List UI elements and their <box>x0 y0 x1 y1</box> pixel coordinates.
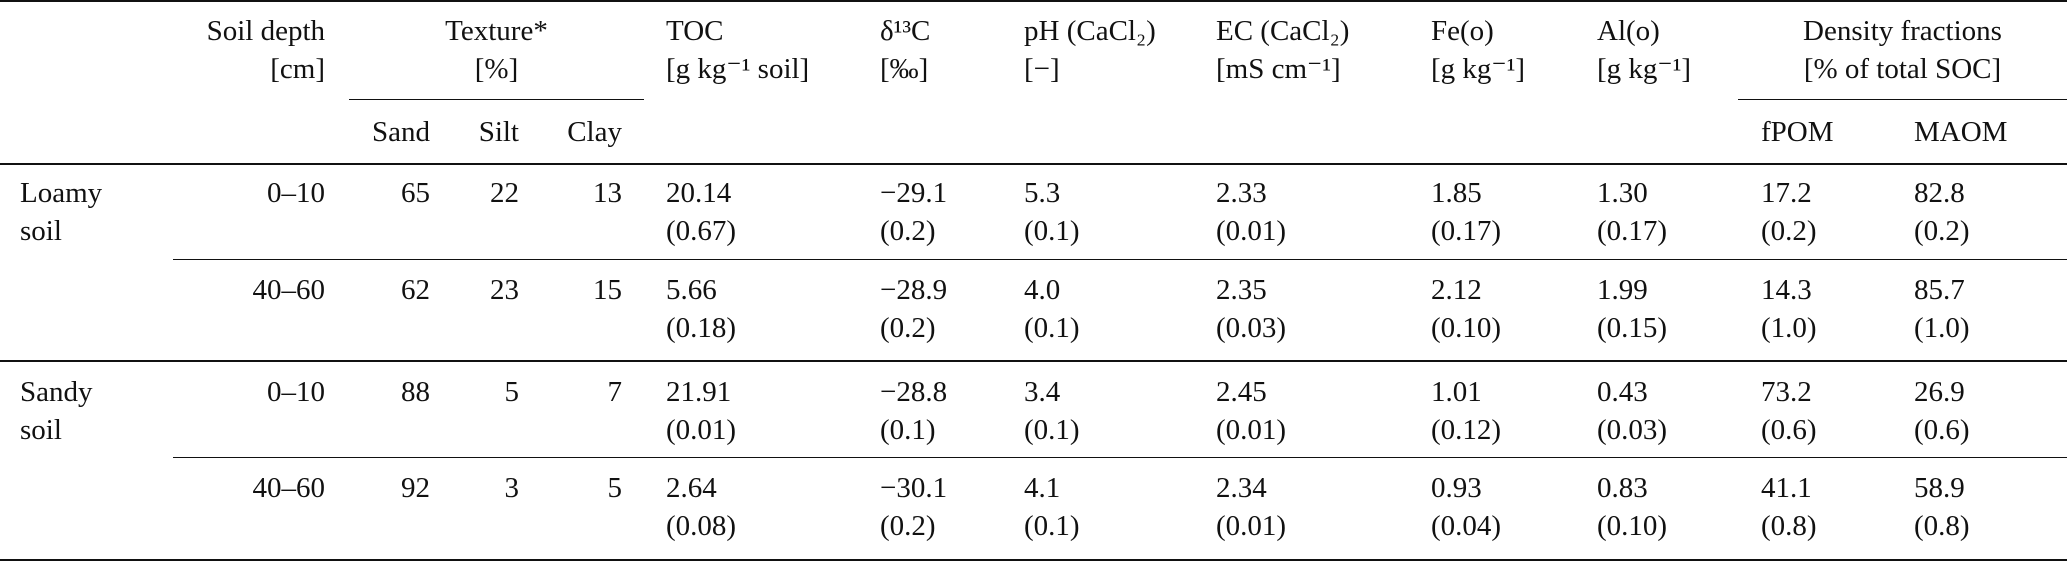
cell-feo: 1.85 (0.17) <box>1431 177 1502 247</box>
cell-ec: 2.34 (0.01) <box>1216 472 1287 542</box>
cell-alo: 0.83 (0.10) <box>1597 472 1668 542</box>
cell-sand: 62 <box>401 274 430 306</box>
header-silt: Silt <box>478 116 519 148</box>
header-d13c: δ¹³C [‰] <box>880 15 931 85</box>
cell-sand: 92 <box>401 472 430 504</box>
cell-fpom: 14.3 (1.0) <box>1761 274 1817 344</box>
texture-rule <box>349 99 644 100</box>
cell-ec: 2.35 (0.03) <box>1216 274 1287 344</box>
cell-sand: 88 <box>401 376 430 408</box>
loamy-mid-rule <box>173 259 2067 260</box>
cell-toc: 5.66 (0.18) <box>666 274 737 344</box>
cell-alo: 1.30 (0.17) <box>1597 177 1668 247</box>
bottom-rule <box>0 559 2067 561</box>
cell-ec: 2.33 (0.01) <box>1216 177 1287 247</box>
sandy-mid-rule <box>173 457 2067 458</box>
header-bottom-rule <box>0 163 2067 165</box>
cell-depth: 40–60 <box>252 274 326 306</box>
group-label-sandy: Sandy soil <box>20 376 93 446</box>
cell-maom: 85.7 (1.0) <box>1914 274 1970 344</box>
cell-clay: 15 <box>593 274 622 306</box>
cell-toc: 2.64 (0.08) <box>666 472 737 542</box>
group-label-loamy: Loamy soil <box>20 177 103 247</box>
cell-ph: 3.4 (0.1) <box>1024 376 1080 446</box>
cell-depth: 40–60 <box>252 472 326 504</box>
cell-toc: 20.14 (0.67) <box>666 177 737 247</box>
header-sand: Sand <box>372 116 430 148</box>
cell-silt: 22 <box>490 177 519 209</box>
header-feo: Fe(o) [g kg⁻¹] <box>1431 15 1526 85</box>
cell-ph: 5.3 (0.1) <box>1024 177 1080 247</box>
cell-d13c: −30.1 (0.2) <box>880 472 948 542</box>
header-alo: Al(o) [g kg⁻¹] <box>1597 15 1692 85</box>
header-clay: Clay <box>567 116 622 148</box>
header-fpom: fPOM <box>1761 116 1834 148</box>
cell-depth: 0–10 <box>267 376 325 408</box>
cell-toc: 21.91 (0.01) <box>666 376 737 446</box>
cell-clay: 13 <box>593 177 622 209</box>
header-maom: MAOM <box>1914 116 2008 148</box>
header-depth: Soil depth [cm] <box>206 15 325 85</box>
cell-d13c: −29.1 (0.2) <box>880 177 948 247</box>
cell-alo: 0.43 (0.03) <box>1597 376 1668 446</box>
cell-clay: 5 <box>607 472 623 504</box>
header-toc: TOC [g kg⁻¹ soil] <box>666 15 810 85</box>
cell-maom: 82.8 (0.2) <box>1914 177 1970 247</box>
cell-d13c: −28.8 (0.1) <box>880 376 948 446</box>
group-separator-rule <box>0 360 2067 362</box>
cell-alo: 1.99 (0.15) <box>1597 274 1668 344</box>
cell-maom: 58.9 (0.8) <box>1914 472 1970 542</box>
cell-ec: 2.45 (0.01) <box>1216 376 1287 446</box>
cell-fpom: 73.2 (0.6) <box>1761 376 1817 446</box>
cell-maom: 26.9 (0.6) <box>1914 376 1970 446</box>
cell-fpom: 41.1 (0.8) <box>1761 472 1817 542</box>
cell-feo: 2.12 (0.10) <box>1431 274 1502 344</box>
header-ec: EC (CaCl₂) [mS cm⁻¹] <box>1216 15 1350 85</box>
density-rule <box>1738 99 2067 100</box>
cell-silt: 5 <box>504 376 520 408</box>
cell-clay: 7 <box>607 376 623 408</box>
cell-silt: 3 <box>504 472 520 504</box>
cell-feo: 1.01 (0.12) <box>1431 376 1502 446</box>
header-density: Density fractions [% of total SOC] <box>1803 15 2002 85</box>
cell-sand: 65 <box>401 177 430 209</box>
cell-ph: 4.0 (0.1) <box>1024 274 1080 344</box>
cell-fpom: 17.2 (0.2) <box>1761 177 1817 247</box>
cell-depth: 0–10 <box>267 177 325 209</box>
header-texture: Texture* [%] <box>445 15 548 85</box>
cell-feo: 0.93 (0.04) <box>1431 472 1502 542</box>
cell-silt: 23 <box>490 274 519 306</box>
cell-ph: 4.1 (0.1) <box>1024 472 1080 542</box>
header-ph: pH (CaCl₂) [−] <box>1024 15 1156 85</box>
top-rule <box>0 0 2067 2</box>
cell-d13c: −28.9 (0.2) <box>880 274 948 344</box>
